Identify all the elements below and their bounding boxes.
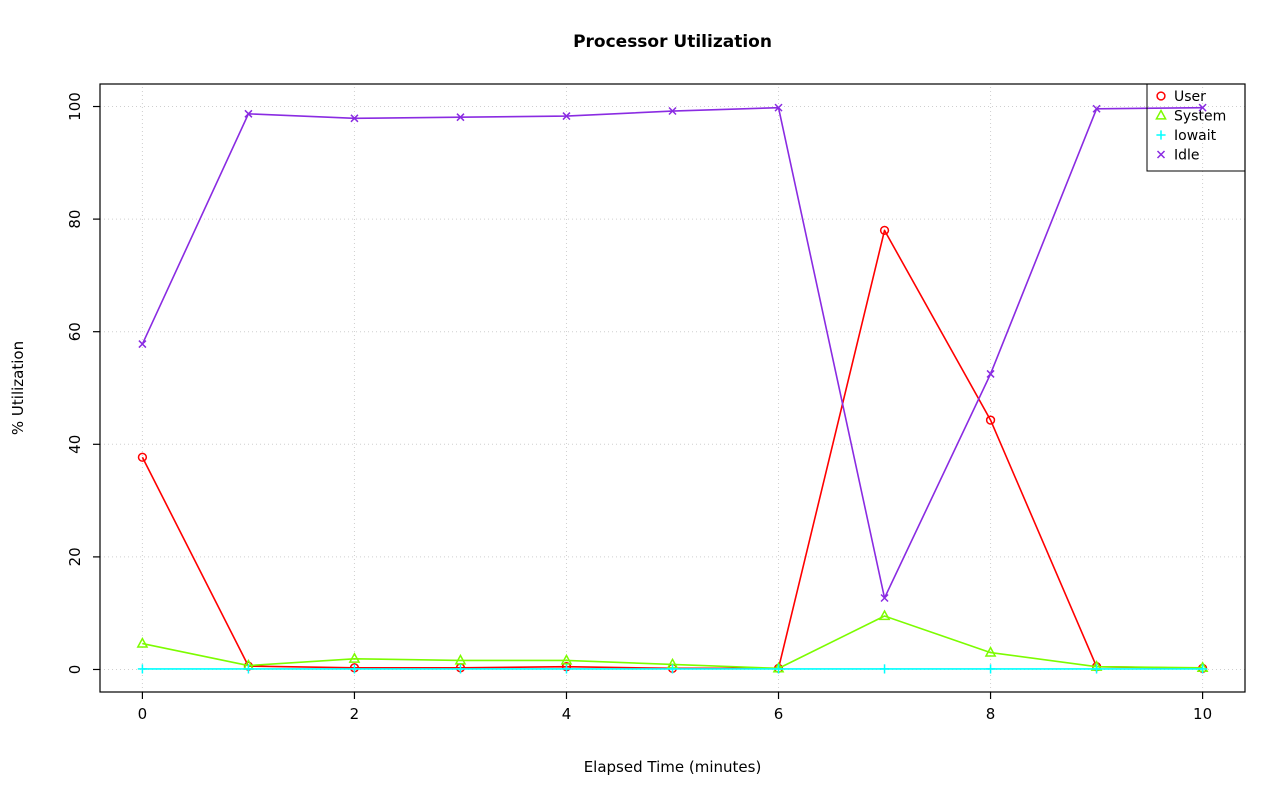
svg-text:8: 8	[986, 705, 996, 723]
svg-text:6: 6	[774, 705, 784, 723]
svg-text:40: 40	[66, 435, 84, 454]
chart-title: Processor Utilization	[573, 32, 772, 52]
svg-text:80: 80	[66, 210, 84, 229]
svg-text:60: 60	[66, 322, 84, 341]
svg-text:100: 100	[66, 92, 84, 121]
svg-text:4: 4	[562, 705, 572, 723]
svg-text:System: System	[1174, 109, 1226, 125]
x-axis-label: Elapsed Time (minutes)	[583, 758, 762, 776]
svg-text:Iowait: Iowait	[1174, 128, 1217, 144]
svg-text:0: 0	[138, 705, 148, 723]
svg-text:Idle: Idle	[1174, 148, 1200, 164]
svg-text:20: 20	[66, 547, 84, 566]
svg-text:0: 0	[66, 665, 84, 675]
svg-text:10: 10	[1193, 705, 1212, 723]
svg-text:User: User	[1174, 89, 1206, 105]
svg-text:2: 2	[350, 705, 360, 723]
